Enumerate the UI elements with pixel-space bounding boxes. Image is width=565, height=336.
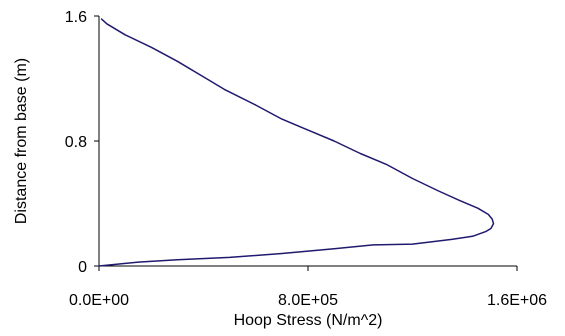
x-tick-label: 1.6E+06: [487, 292, 547, 309]
y-tick-label: 0: [78, 259, 87, 276]
y-tick-label: 0.8: [65, 134, 87, 151]
y-axis-title: Distance from base (m): [13, 58, 30, 224]
x-tick-label: 8.0E+05: [278, 292, 338, 309]
series-line: [98, 18, 495, 267]
x-tick-label: 0.0E+00: [69, 292, 129, 309]
series-group: [98, 18, 495, 267]
y-tick-label: 1.6: [65, 9, 87, 26]
ticks: 0 0.8 1.6 0.0E+00 8.0E+05 1.6E+06: [65, 9, 547, 309]
x-axis-title: Hoop Stress (N/m^2): [234, 312, 383, 329]
